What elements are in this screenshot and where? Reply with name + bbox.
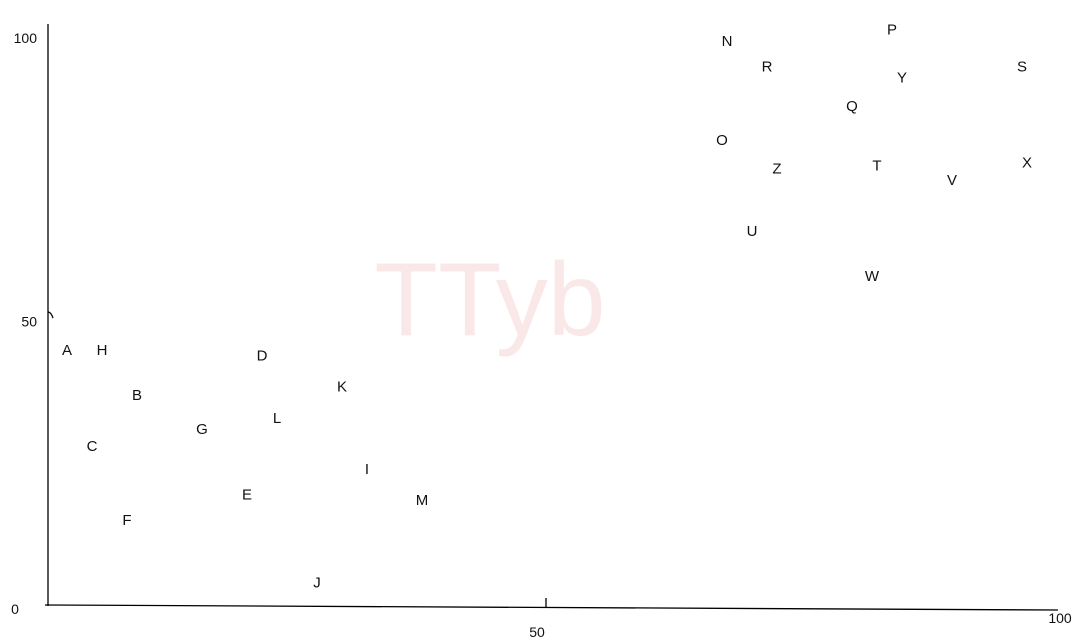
data-point-q: Q xyxy=(846,98,858,115)
data-point-v: V xyxy=(947,172,957,189)
data-point-z: Z xyxy=(772,160,781,177)
data-point-x: X xyxy=(1022,155,1032,172)
tick-labels: 0 50 100 50 100 xyxy=(11,30,1072,640)
data-point-i: I xyxy=(365,461,369,478)
x-axis-line xyxy=(44,604,1059,611)
data-point-u: U xyxy=(747,223,758,240)
data-point-n: N xyxy=(722,33,733,50)
y-tick-label: 50 xyxy=(21,314,37,330)
data-point-b: B xyxy=(132,387,142,404)
y-tick-mark-50 xyxy=(47,311,54,319)
data-points: A H B C F G D E L K I M J N R P Y S Q O Z T V X U W xyxy=(62,21,1032,591)
data-point-p: P xyxy=(887,21,897,38)
data-point-m: M xyxy=(416,492,429,509)
data-point-o: O xyxy=(716,132,728,149)
data-point-j: J xyxy=(313,574,321,591)
data-point-w: W xyxy=(865,268,880,285)
x-tick-label: 0 xyxy=(11,601,19,617)
data-point-d: D xyxy=(257,348,268,365)
data-point-y: Y xyxy=(897,70,907,87)
x-tick-label: 50 xyxy=(529,624,545,640)
data-point-a: A xyxy=(62,342,72,359)
data-point-g: G xyxy=(196,421,208,438)
x-tick-label: 100 xyxy=(1048,610,1072,626)
data-point-t: T xyxy=(872,158,881,175)
data-point-r: R xyxy=(762,58,773,75)
data-point-s: S xyxy=(1017,58,1027,75)
data-point-l: L xyxy=(273,410,281,427)
data-point-c: C xyxy=(87,438,98,455)
data-point-f: F xyxy=(122,512,131,529)
y-tick-label: 100 xyxy=(14,30,38,46)
data-point-k: K xyxy=(337,379,347,396)
data-point-e: E xyxy=(242,486,252,503)
watermark-text: TTyb xyxy=(374,242,605,358)
data-point-h: H xyxy=(97,342,108,359)
